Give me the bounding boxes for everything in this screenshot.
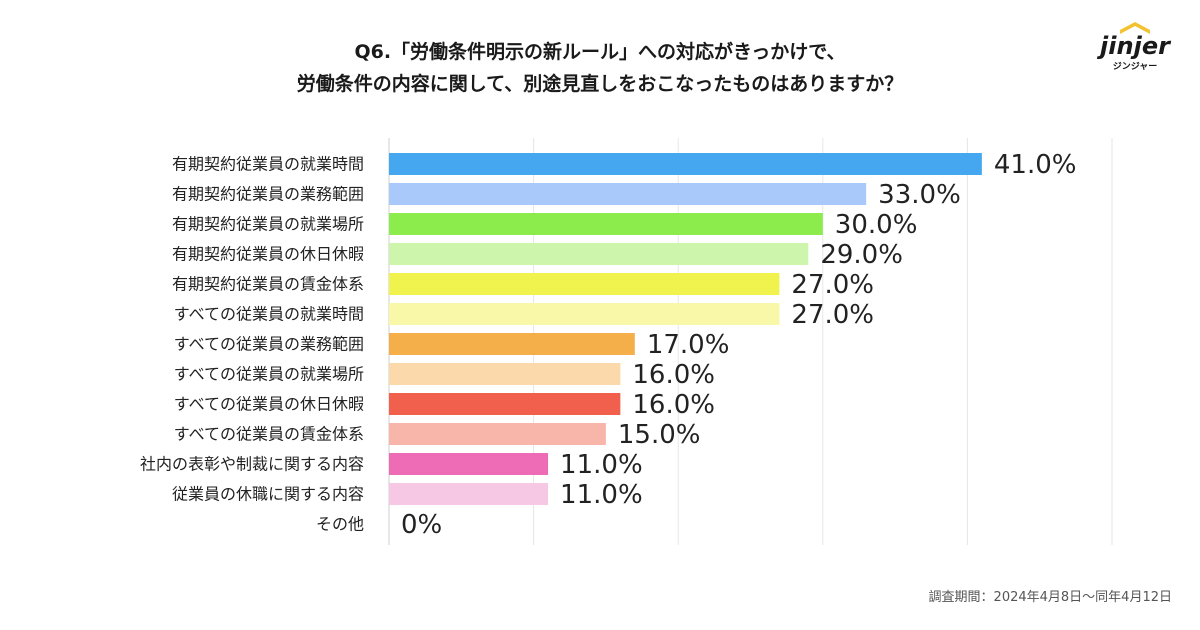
value-label: 11.0%	[560, 450, 643, 480]
bar	[389, 363, 621, 385]
value-label: 17.0%	[647, 330, 730, 360]
value-label: 16.0%	[632, 360, 715, 390]
logo-roof-icon	[1120, 22, 1150, 34]
value-label: 15.0%	[618, 420, 701, 450]
chart-title-line2: 労働条件の内容に関して、別途見直しをおこなったものはありますか？	[296, 73, 904, 95]
category-label: 社内の表彰や制裁に関する内容	[140, 455, 364, 474]
value-label: 16.0%	[632, 390, 715, 420]
bar	[389, 243, 809, 265]
category-label: 有期契約従業員の休日休暇	[172, 245, 364, 264]
category-label: 従業員の休職に関する内容	[172, 485, 364, 504]
category-label: すべての従業員の賃金体系	[174, 425, 364, 444]
chart-title: Q6.「労働条件明示の新ルール」への対応がきっかけで、 労働条件の内容に関して、…	[0, 36, 1200, 100]
category-label: 有期契約従業員の業務範囲	[172, 185, 364, 204]
category-label: 有期契約従業員の就業場所	[172, 215, 364, 234]
category-label: すべての従業員の就業時間	[174, 305, 364, 324]
bar-layer	[389, 153, 982, 505]
chart-title-line1: Q6.「労働条件明示の新ルール」への対応がきっかけで、	[354, 41, 846, 63]
grid-layer	[388, 138, 1113, 545]
value-label: 0%	[401, 510, 442, 540]
bar	[389, 153, 982, 175]
category-label: すべての従業員の業務範囲	[174, 335, 364, 354]
bar	[389, 213, 823, 235]
label-layer: 有期契約従業員の就業時間 41.0% 有期契約従業員の業務範囲 33.0% 有期契約従業…	[140, 150, 1076, 540]
bar	[389, 393, 621, 415]
logo-brand-text: jinjer	[1096, 32, 1172, 60]
bar	[389, 273, 780, 295]
category-label: 有期契約従業員の就業時間	[172, 155, 364, 174]
value-label: 30.0%	[835, 210, 918, 240]
category-label: 有期契約従業員の賃金体系	[172, 275, 364, 294]
bar	[389, 483, 549, 505]
value-label: 11.0%	[560, 480, 643, 510]
category-label: すべての従業員の就業場所	[174, 365, 364, 384]
category-label: すべての従業員の休日休暇	[174, 395, 364, 414]
bar	[389, 183, 867, 205]
value-label: 41.0%	[994, 150, 1077, 180]
value-label: 27.0%	[791, 270, 874, 300]
value-label: 33.0%	[878, 180, 961, 210]
survey-period-note: 調査期間：2024年4月8日〜同年4月12日	[928, 590, 1172, 605]
bar	[389, 453, 549, 475]
logo-sub-text: ジンジャー	[1113, 61, 1158, 72]
category-label: その他	[316, 515, 364, 534]
bar	[389, 333, 635, 355]
bar	[389, 303, 780, 325]
value-label: 27.0%	[791, 300, 874, 330]
value-label: 29.0%	[820, 240, 903, 270]
bar	[389, 423, 606, 445]
jinjer-logo: jinjer ジンジャー	[1096, 22, 1172, 72]
